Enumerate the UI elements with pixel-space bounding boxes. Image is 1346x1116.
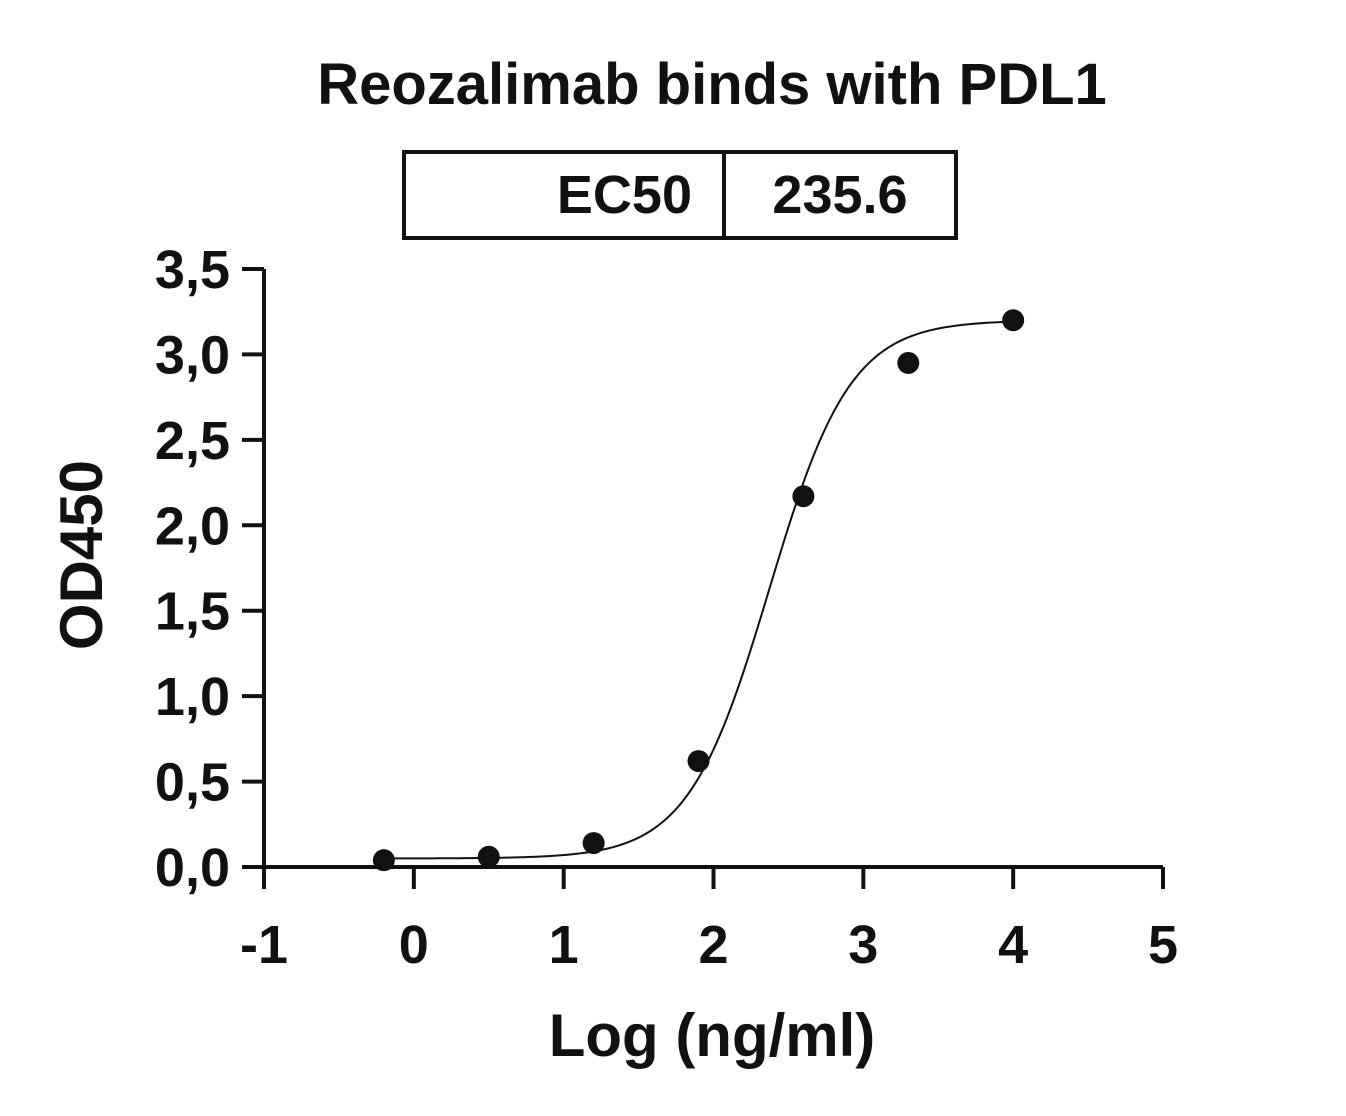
y-tick-label: 1,5 (155, 582, 230, 642)
x-tick-label: 3 (848, 915, 878, 975)
x-tick-label: 2 (698, 915, 728, 975)
results-table-border (402, 150, 958, 240)
x-axis-ticks: -1 0 1 2 3 4 5 (240, 867, 1178, 975)
data-point (897, 351, 920, 374)
x-tick-label: -1 (240, 915, 288, 975)
y-tick-label: 0,0 (155, 838, 230, 898)
y-tick-label: 2,5 (155, 411, 230, 471)
data-point (792, 485, 815, 508)
data-point (1002, 309, 1025, 332)
data-points (372, 309, 1025, 872)
results-table: EC50 235.6 (402, 150, 958, 240)
data-point (372, 849, 395, 872)
y-tick-label: 0,5 (155, 753, 230, 813)
chart-title: Reozalimab binds with PDL1 (317, 52, 1107, 117)
x-tick-label: 5 (1148, 915, 1178, 975)
results-table-value: 235.6 (772, 165, 907, 225)
y-tick-label: 3,0 (155, 325, 230, 385)
results-table-label: EC50 (557, 165, 692, 225)
y-axis-ticks: 0,0 0,5 1,0 1,5 2,0 2,5 3,0 3,5 (155, 240, 264, 898)
x-axis-title: Log (ng/ml) (549, 1002, 876, 1069)
data-point (582, 832, 605, 855)
y-tick-label: 1,0 (155, 667, 230, 727)
y-tick-label: 3,5 (155, 240, 230, 300)
y-tick-label: 2,0 (155, 496, 230, 556)
x-tick-label: 1 (549, 915, 579, 975)
data-point (687, 750, 710, 773)
x-tick-label: 0 (399, 915, 429, 975)
y-axis-title: OD450 (48, 460, 115, 650)
x-tick-label: 4 (998, 915, 1028, 975)
data-point (477, 845, 500, 868)
